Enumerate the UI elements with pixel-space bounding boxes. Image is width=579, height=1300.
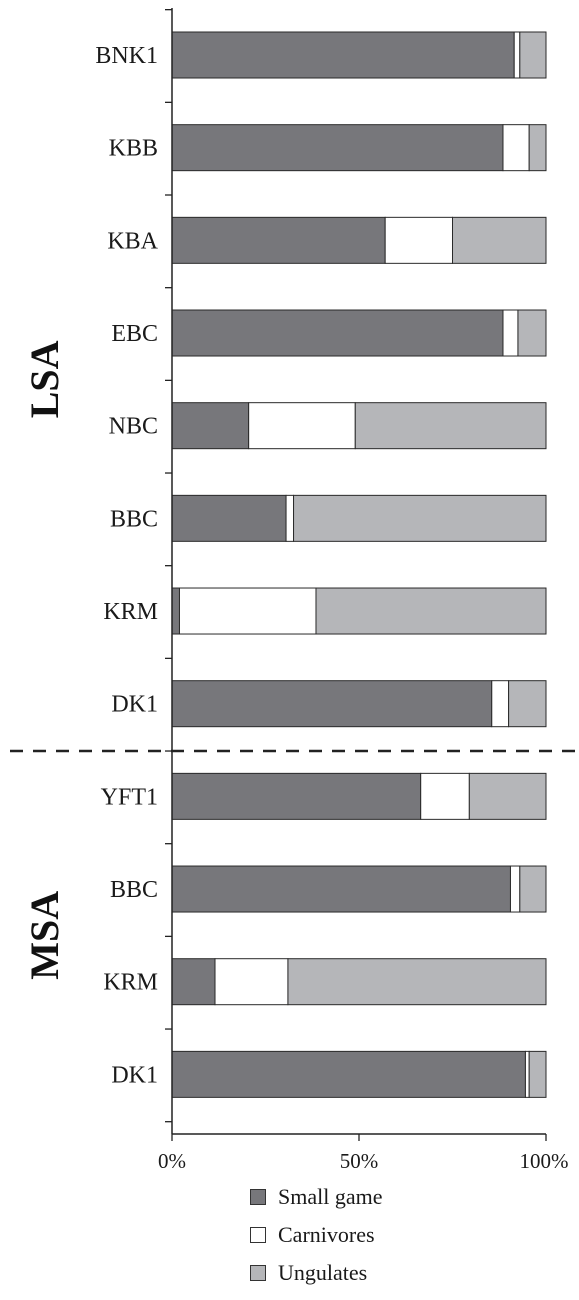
bar-lsa-bnk1-small-game: [171, 31, 515, 79]
group-labels: LSA MSA: [22, 340, 67, 979]
bar-lsa-ebc-ungulates: [517, 309, 547, 357]
legend-item-small-game: Small game: [250, 1178, 382, 1216]
group-label-lsa: LSA: [22, 340, 67, 418]
bar-msa-bbc-carnivores: [509, 865, 521, 913]
bar-lsa-bnk1-carnivores: [513, 31, 521, 79]
category-label-msa-dk1: DK1: [111, 1062, 158, 1088]
category-label-lsa-kba: KBA: [107, 228, 158, 254]
legend-swatch-small-game: [250, 1189, 266, 1205]
legend: Small game Carnivores Ungulates: [250, 1178, 382, 1292]
bar-lsa-kba-carnivores: [384, 216, 453, 264]
bar-lsa-nbc-carnivores: [248, 402, 356, 450]
bar-lsa-krm-ungulates: [315, 587, 547, 635]
bar-lsa-bbc-small-game: [171, 494, 287, 542]
legend-swatch-carnivores: [250, 1227, 266, 1243]
category-label-lsa-kbb: KBB: [109, 136, 158, 162]
bar-msa-bbc-ungulates: [519, 865, 547, 913]
bar-lsa-bnk1-ungulates: [519, 31, 547, 79]
bar-lsa-kba-ungulates: [452, 216, 547, 264]
bar-msa-krm-carnivores: [214, 958, 289, 1006]
category-label-msa-krm: KRM: [103, 970, 158, 996]
bar-lsa-kbb-small-game: [171, 124, 504, 172]
bar-lsa-krm-small-game: [171, 587, 180, 635]
x-tick-label-50: 50%: [340, 1149, 379, 1173]
bar-lsa-krm-carnivores: [178, 587, 317, 635]
x-axis: 0% 50% 100%: [158, 1133, 569, 1173]
bar-msa-bbc-small-game: [171, 865, 511, 913]
bar-msa-yft1-carnivores: [420, 772, 470, 820]
bar-lsa-nbc-ungulates: [354, 402, 547, 450]
legend-label-carnivores: Carnivores: [278, 1222, 375, 1247]
category-label-lsa-nbc: NBC: [109, 414, 158, 440]
bar-lsa-kbb-ungulates: [528, 124, 547, 172]
bars-layer: [171, 31, 547, 1098]
bar-lsa-kba-small-game: [171, 216, 386, 264]
bar-msa-krm-ungulates: [287, 958, 547, 1006]
x-tick-label-100: 100%: [520, 1149, 569, 1173]
category-label-lsa-bbc: BBC: [110, 506, 158, 532]
bar-lsa-dk1-small-game: [171, 680, 493, 728]
legend-item-ungulates: Ungulates: [250, 1254, 382, 1292]
category-label-lsa-dk1: DK1: [111, 692, 158, 718]
bar-msa-dk1-small-game: [171, 1050, 526, 1098]
x-tick-label-0: 0%: [158, 1149, 186, 1173]
bar-lsa-bbc-ungulates: [293, 494, 547, 542]
bar-msa-yft1-small-game: [171, 772, 422, 820]
bar-msa-dk1-ungulates: [528, 1050, 547, 1098]
bar-msa-yft1-ungulates: [468, 772, 547, 820]
bar-lsa-dk1-carnivores: [491, 680, 510, 728]
category-label-lsa-bnk1: BNK1: [95, 43, 158, 69]
category-label-lsa-krm: KRM: [103, 599, 158, 625]
legend-label-ungulates: Ungulates: [278, 1260, 368, 1285]
bar-lsa-bbc-carnivores: [285, 494, 295, 542]
legend-item-carnivores: Carnivores: [250, 1216, 382, 1254]
category-labels: BNK1 KBB KBA EBC NBC BBC KRM DK1 YFT1 BBC KRM DK1: [95, 43, 158, 1088]
legend-swatch-ungulates: [250, 1265, 266, 1281]
category-label-msa-yft1: YFT1: [101, 784, 158, 810]
y-axis: [10, 8, 575, 1134]
category-label-lsa-ebc: EBC: [111, 321, 158, 347]
bar-lsa-kbb-carnivores: [502, 124, 530, 172]
bar-msa-dk1-carnivores: [524, 1050, 530, 1098]
bar-lsa-nbc-small-game: [171, 402, 250, 450]
bar-lsa-ebc-carnivores: [502, 309, 519, 357]
bar-lsa-ebc-small-game: [171, 309, 504, 357]
category-label-msa-bbc: BBC: [110, 877, 158, 903]
bar-lsa-dk1-ungulates: [508, 680, 547, 728]
legend-label-small-game: Small game: [278, 1184, 383, 1209]
bar-msa-krm-small-game: [171, 958, 216, 1006]
group-label-msa: MSA: [22, 891, 67, 980]
